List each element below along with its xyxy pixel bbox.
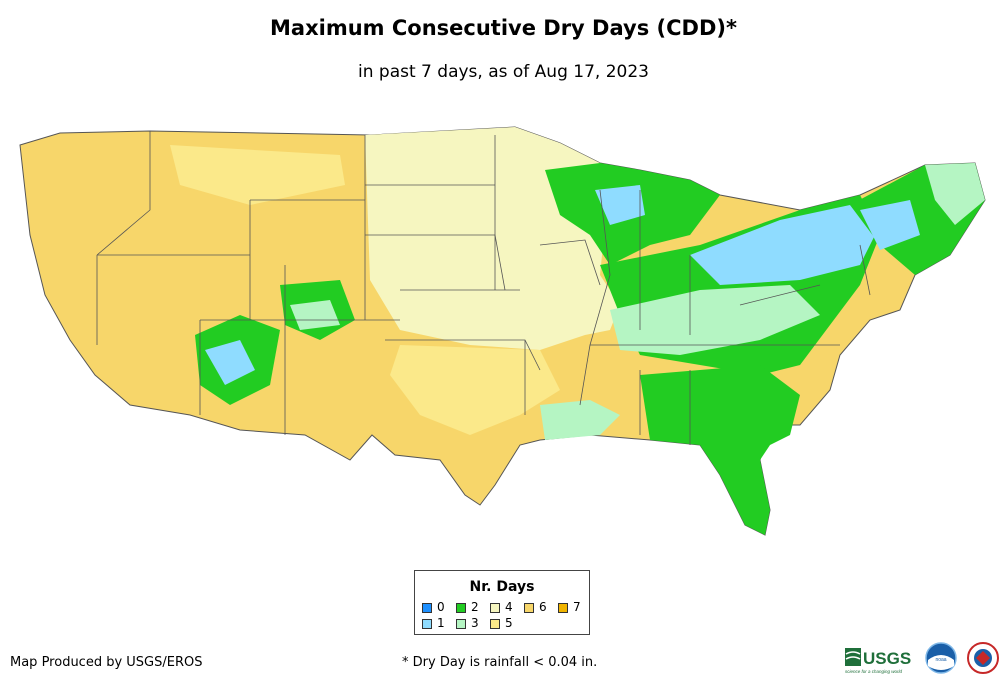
region-colorado-lightgreen xyxy=(290,300,340,330)
region-newengland-blue xyxy=(860,200,920,250)
region-plains-light xyxy=(365,127,620,350)
cdd-map xyxy=(19,126,986,536)
legend-item-3: 3 xyxy=(456,617,479,629)
agency-logos: USGS science for a changing world noaa xyxy=(845,642,999,674)
legend: Nr. Days 0 1 2 3 4 5 6 7 xyxy=(414,570,590,635)
map-producer: Map Produced by USGS/EROS xyxy=(10,655,203,670)
legend-item-0: 0 xyxy=(422,601,445,613)
map-subtitle: in past 7 days, as of Aug 17, 2023 xyxy=(358,62,649,82)
legend-item-2: 2 xyxy=(456,601,479,613)
region-gulf-light xyxy=(540,400,620,440)
legend-swatch-6 xyxy=(524,603,534,613)
noaa-logo: noaa xyxy=(925,642,957,674)
region-southwest-blue xyxy=(205,340,255,385)
legend-swatch-1 xyxy=(422,619,432,629)
noaa-wordmark: noaa xyxy=(935,657,946,663)
region-montana-band xyxy=(170,145,345,205)
legend-grid: 0 1 2 3 4 5 6 7 xyxy=(422,601,587,631)
region-ohio-ny-blue xyxy=(690,205,880,285)
region-wisconsin-blue xyxy=(595,185,645,225)
legend-item-5: 5 xyxy=(490,617,513,629)
usgs-wordmark: USGS xyxy=(863,649,911,668)
legend-swatch-3 xyxy=(456,619,466,629)
legend-item-1: 1 xyxy=(422,617,445,629)
region-southeast-green xyxy=(640,365,800,535)
usgs-logo: USGS science for a changing world xyxy=(845,648,911,674)
legend-swatch-4 xyxy=(490,603,500,613)
dry-day-note: * Dry Day is rainfall < 0.04 in. xyxy=(402,655,598,670)
legend-item-4: 4 xyxy=(490,601,513,613)
legend-swatch-0 xyxy=(422,603,432,613)
state-boundaries xyxy=(96,131,871,445)
legend-swatch-5 xyxy=(490,619,500,629)
legend-item-7: 7 xyxy=(558,601,581,613)
legend-item-6: 6 xyxy=(524,601,547,613)
legend-swatch-7 xyxy=(558,603,568,613)
legend-title: Nr. Days xyxy=(469,579,535,595)
nws-logo-icon xyxy=(967,642,999,674)
usgs-tagline: science for a changing world xyxy=(845,669,903,674)
region-southern-band xyxy=(390,345,560,435)
legend-swatch-2 xyxy=(456,603,466,613)
region-kentucky-lightgreen xyxy=(610,285,820,355)
map-title: Maximum Consecutive Dry Days (CDD)* xyxy=(270,16,737,40)
region-maine-light xyxy=(925,163,985,225)
